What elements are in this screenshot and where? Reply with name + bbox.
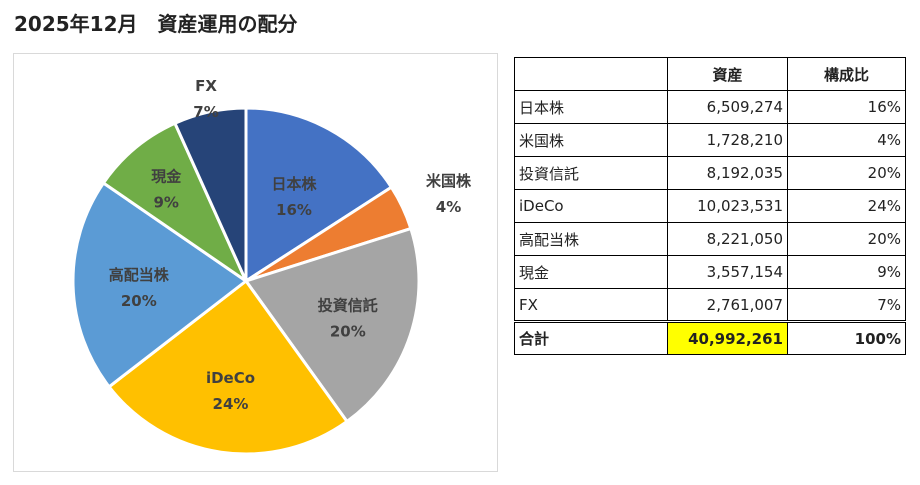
slice-percent-label: 20% <box>330 323 366 341</box>
slice-label: 投資信託 <box>318 297 378 315</box>
table-row: iDeCo 10,023,531 24% <box>514 189 906 223</box>
pie-slice-3 <box>244 227 421 423</box>
row-name: iDeCo <box>514 189 668 223</box>
row-percent: 7% <box>787 288 906 322</box>
slice-label: FX <box>195 77 217 95</box>
header-ratio: 構成比 <box>787 57 906 91</box>
table-row: FX 2,761,007 7% <box>514 288 906 322</box>
pie-slice-1 <box>244 106 393 283</box>
row-name: 日本株 <box>514 90 668 124</box>
table-row: 米国株 1,728,210 4% <box>514 123 906 157</box>
table-row: 高配当株 8,221,050 20% <box>514 222 906 256</box>
pie-slice-6 <box>101 121 248 283</box>
pie-slice-4 <box>107 279 349 456</box>
row-name: 高配当株 <box>514 222 668 256</box>
page-title: 2025年12月 資産運用の配分 <box>14 12 298 36</box>
slice-percent-label: 4% <box>436 198 461 216</box>
row-value: 6,509,274 <box>667 90 788 124</box>
slice-label: iDeCo <box>206 369 255 387</box>
total-name: 合計 <box>514 320 668 355</box>
row-percent: 24% <box>787 189 906 223</box>
row-value: 10,023,531 <box>667 189 788 223</box>
row-name: FX <box>514 288 668 322</box>
row-percent: 20% <box>787 222 906 256</box>
slice-label: 高配当株 <box>109 266 170 284</box>
row-percent: 4% <box>787 123 906 157</box>
pie-chart: 日本株 16% 米国株 4% 投資信託 20% iDeCo 24% 高配当株 20% 現金 9% FX 7… <box>13 53 498 472</box>
table-header-row: 資産 構成比 <box>514 57 906 91</box>
row-name: 投資信託 <box>514 156 668 190</box>
slice-label: 現金 <box>151 167 182 185</box>
pie-slice-7 <box>173 106 248 283</box>
total-value: 40,992,261 <box>667 320 788 355</box>
slice-label: 米国株 <box>426 172 472 190</box>
header-asset: 資産 <box>667 57 788 91</box>
pie-chart-svg: 日本株 16% 米国株 4% 投資信託 20% iDeCo 24% 高配当株 20% 現金 9% FX 7… <box>71 77 472 456</box>
header-blank <box>514 57 668 91</box>
slice-percent-label: 16% <box>276 201 312 219</box>
total-percent: 100% <box>787 320 906 355</box>
table-row: 日本株 6,509,274 16% <box>514 90 906 124</box>
row-name: 米国株 <box>514 123 668 157</box>
slice-percent-label: 24% <box>213 395 249 413</box>
slice-percent-label: 7% <box>193 103 218 121</box>
row-value: 3,557,154 <box>667 255 788 289</box>
table-row: 現金 3,557,154 9% <box>514 255 906 289</box>
row-value: 8,192,035 <box>667 156 788 190</box>
slice-percent-label: 20% <box>121 292 157 310</box>
row-percent: 16% <box>787 90 906 124</box>
pie-slice-5 <box>71 181 248 389</box>
row-percent: 20% <box>787 156 906 190</box>
slice-label: 日本株 <box>271 175 317 193</box>
row-value: 1,728,210 <box>667 123 788 157</box>
row-name: 現金 <box>514 255 668 289</box>
table-row: 投資信託 8,192,035 20% <box>514 156 906 190</box>
table-total-row: 合計 40,992,261 100% <box>514 320 906 355</box>
row-percent: 9% <box>787 255 906 289</box>
row-value: 8,221,050 <box>667 222 788 256</box>
slice-percent-label: 9% <box>153 193 178 211</box>
allocation-table: 資産 構成比 日本株 6,509,274 16% 米国株 1,728,210 4… <box>514 57 906 355</box>
row-value: 2,761,007 <box>667 288 788 322</box>
